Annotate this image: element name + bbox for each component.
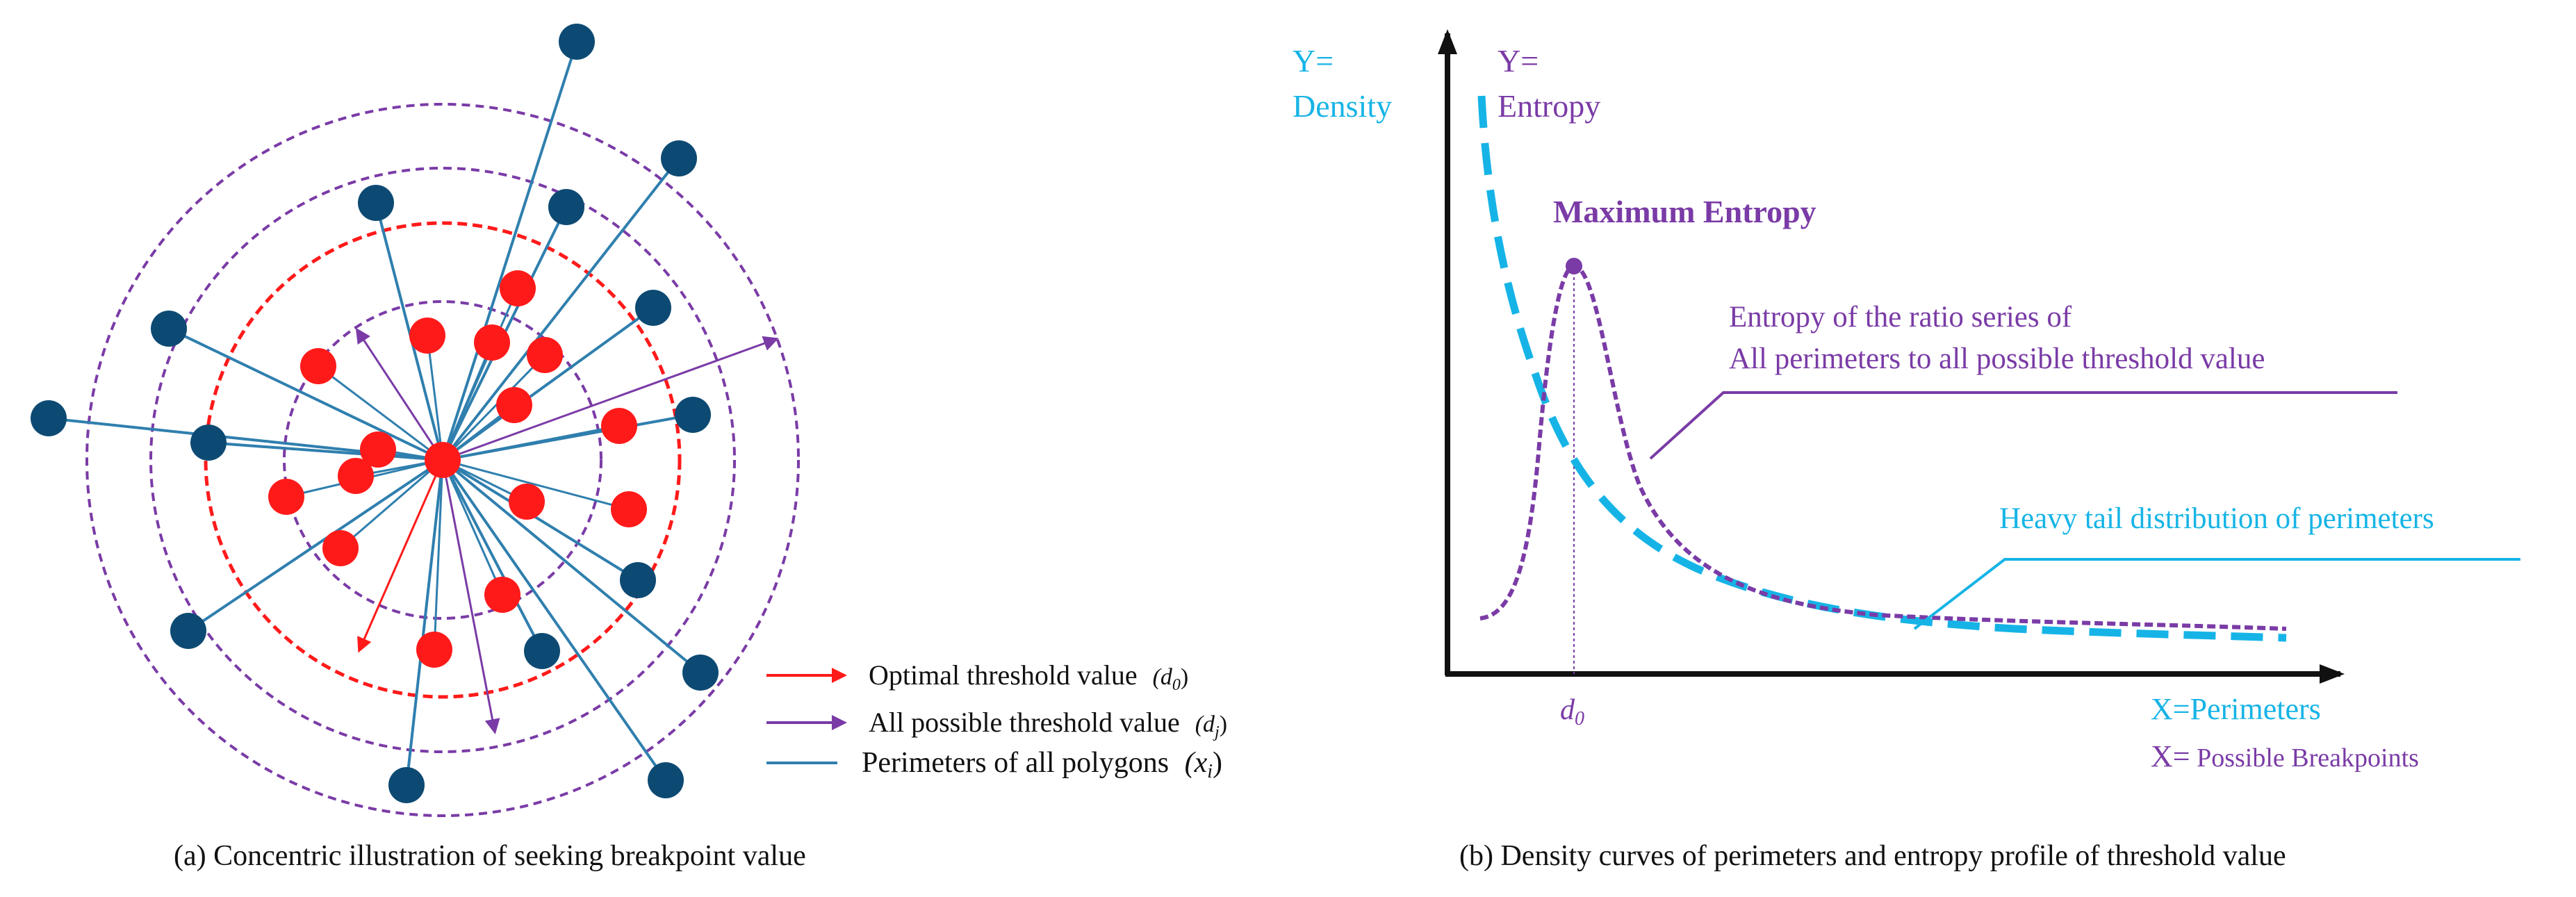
legend: Optimal threshold value (d0) All possibl… (766, 659, 1227, 782)
polygon-node (648, 762, 684, 798)
polygon-node (559, 24, 595, 60)
polygon-node (500, 270, 536, 306)
entropy-note-2: All perimeters to all possible threshold… (1729, 343, 2265, 375)
polygon-node (496, 387, 532, 423)
polygon-node (268, 479, 304, 515)
density-curve (1477, 95, 2287, 642)
possible-threshold-arrow-down (441, 459, 500, 734)
middle-purple-circle (149, 167, 736, 753)
polygon-node (484, 577, 520, 613)
y-density-label-1: Y= (1293, 43, 1334, 79)
panel-b-plot: Y= Density Y= Entropy Maximum Entropy En… (1293, 29, 2520, 872)
polygon-node (338, 458, 374, 494)
y-density-label-2: Density (1293, 88, 1392, 124)
density-leader-line (1913, 558, 2520, 630)
heavy-tail-label: Heavy tail distribution of perimeters (1999, 502, 2434, 535)
legend-perimeter-label: Perimeters of all polygons (xi) (862, 747, 1222, 782)
polygon-node (31, 400, 67, 436)
outer-polygon-nodes (31, 24, 719, 803)
x-breakpoints-label: X= Possible Breakpoints (2151, 739, 2419, 773)
optimal-threshold-arrow (357, 459, 444, 653)
polygon-node (474, 324, 510, 361)
polygon-node (548, 189, 584, 225)
optimal-red-circle (204, 221, 682, 699)
polygon-node (170, 613, 206, 649)
entropy-leader-line (1649, 391, 2397, 460)
possible-threshold-arrow-upleft (355, 327, 444, 461)
legend-possible-label: All possible threshold value (dj) (869, 707, 1227, 741)
perimeter-lines (48, 41, 702, 786)
entropy-note-1: Entropy of the ratio series of (1729, 301, 2072, 334)
polygon-node (300, 348, 336, 384)
y-entropy-label-2: Entropy (1498, 88, 1600, 124)
polygon-node (358, 185, 394, 221)
max-entropy-point (1566, 258, 1582, 274)
max-entropy-label: Maximum Entropy (1553, 194, 1816, 229)
inner-purple-circle (283, 300, 602, 620)
polygon-node (524, 633, 560, 669)
y-entropy-label-1: Y= (1498, 43, 1539, 79)
entropy-curve (1479, 263, 2287, 631)
polygon-node (661, 140, 697, 176)
legend-optimal-label: Optimal threshold value (d0) (869, 659, 1188, 694)
polygon-node (416, 632, 452, 668)
possible-threshold-arrow-right (442, 336, 779, 461)
polygon-node (527, 337, 563, 373)
polygon-node (360, 431, 396, 468)
polygon-node (388, 767, 425, 803)
polygon-node (151, 311, 187, 347)
caption-b: (b) Density curves of perimeters and ent… (1459, 840, 2286, 872)
polygon-node (611, 491, 647, 527)
polygon-node (601, 408, 637, 444)
caption-a: (a) Concentric illustration of seeking b… (174, 840, 806, 872)
polygon-node (409, 318, 445, 354)
polygon-node (322, 530, 359, 566)
center-node (425, 442, 461, 478)
polygon-node (620, 562, 656, 598)
polygon-node (635, 290, 671, 326)
polygon-node (675, 397, 711, 433)
outer-purple-circle (85, 103, 800, 817)
polygon-node (682, 655, 719, 691)
panel-a-diagram: Optimal threshold value (d0) All possibl… (31, 24, 1227, 872)
polygon-node (509, 484, 545, 520)
polygon-node (190, 425, 227, 461)
inner-polygon-nodes (268, 270, 647, 668)
d0-label: d0 (1560, 694, 1584, 730)
x-perimeters-label: X=Perimeters (2151, 692, 2321, 726)
